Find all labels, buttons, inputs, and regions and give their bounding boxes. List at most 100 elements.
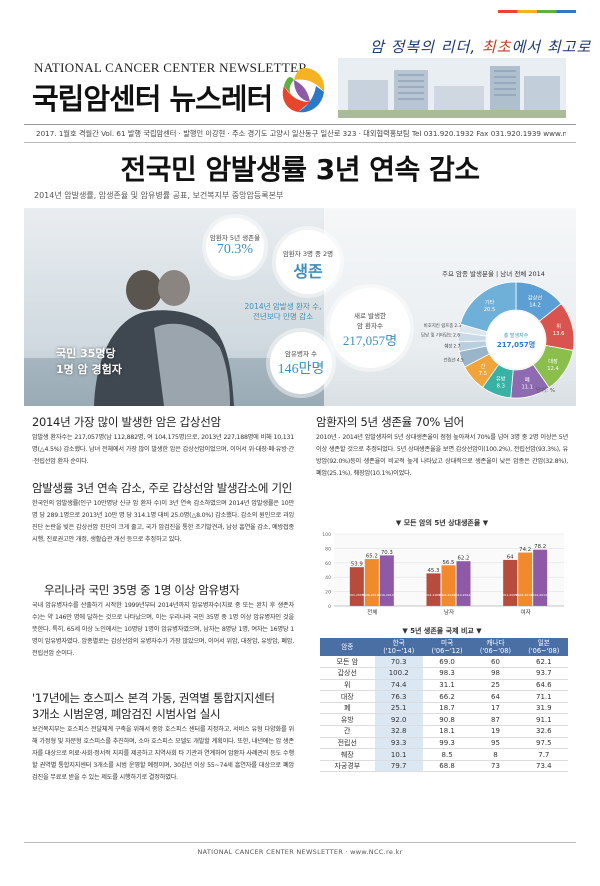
footer: NATIONAL CANCER CENTER NEWSLETTER · www.… [197, 848, 403, 856]
donut-unit: 단위: % [536, 388, 555, 394]
bar-value-label: 56.5 [442, 560, 454, 566]
y-tick-label: 100 [322, 532, 331, 538]
photo-caption: 국민 35명당 1명 암 경험자 [56, 347, 122, 376]
table-header-cell: 캐나다 ('06~'08) [471, 638, 520, 656]
section-body-incidence-decline: 한국인의 암발생률(인구 10만명당 신규 암 환자 수)이 3년 연속 감소하… [32, 500, 294, 543]
section-title-incidence-decline: 암발생률 3년 연속 감소, 주로 갑상선암 발생감소에 기인 [32, 481, 293, 495]
y-tick-label: 0 [328, 604, 331, 610]
table-row: 모든 암 70.3 69.0 60 62.1 [320, 656, 568, 669]
newsletter-name-en: NATIONAL CANCER CENTER NEWSLETTER [34, 60, 308, 75]
bar-period-label: 2001-2005년 [347, 592, 366, 597]
ncc-logo-icon [282, 68, 325, 113]
hospital-building-image [338, 58, 566, 118]
survival-bar-chart: 0 20 40 60 80 100 53.9 2001-2005년 65.2 2006-2010년… [322, 532, 564, 616]
table-cell: 92.0 [374, 713, 423, 727]
table-cell: 18.1 [422, 725, 472, 738]
donut-slice-label: 대장 [548, 357, 558, 365]
table-header-cell: 한국 ('10~'14) [374, 638, 423, 656]
y-tick-label: 60 [325, 561, 331, 567]
bar-period-label: 2010-2014년 [531, 592, 550, 597]
bar-period-label: 2006-2010년 [362, 592, 381, 597]
table-cell: 19 [471, 725, 520, 738]
bar-value-label: 64 [507, 554, 514, 560]
x-category-label: 전체 [367, 608, 377, 616]
table-cell: 100.2 [374, 667, 423, 680]
table-row-label: 폐 [320, 702, 375, 715]
donut-slice-label: 갑상선 [528, 293, 543, 301]
bar-value-label: 74.2 [519, 547, 531, 553]
donut-slice-label: 전립선 [444, 356, 456, 363]
section-title-survival: 암환자의 5년 생존율 70% 넘어 [316, 415, 464, 429]
bar [426, 573, 441, 606]
donut-slice-value: 4.5 [457, 357, 464, 363]
y-tick-label: 40 [325, 575, 331, 581]
table-cell: 32.6 [519, 725, 568, 738]
bar-value-label: 78.2 [534, 544, 546, 550]
section-body-prevalence: 국내 암유병자수를 산출하기 시작한 1999년부터 2014년까지 암유병자수… [32, 602, 294, 657]
donut-slice-label: 담낭 및 기타담도 [421, 332, 452, 339]
stat-new-patients: 새로 발생한 암 환자수 217,057명 [330, 288, 410, 368]
newsletter-name-ko: 국립암센터 뉴스레터 [32, 82, 273, 116]
bar-period-label: 2006-2010년 [439, 592, 458, 597]
table-row: 폐 25.1 18.7 17 31.9 [320, 702, 568, 715]
subheadline: 2014년 암발생률, 암생존율 및 암유병률 공표, 보건복지부 중앙암등록본… [34, 191, 284, 200]
bar [349, 567, 364, 606]
section-title-hospice: '17년에는 호스피스 본격 가동, 권역별 통합지지센터 3개소 시범운영, … [32, 691, 275, 721]
table-cell: 73 [471, 760, 520, 773]
donut-title: 주요 암종 발생분율 | 남녀 전체 2014 [442, 270, 545, 278]
donut-center-label: 총 발생자수 [504, 332, 529, 339]
table-row: 갑상선 100.2 98.3 98 93.7 [320, 667, 568, 680]
table-cell: 99.3 [422, 737, 472, 750]
bar [441, 565, 456, 606]
bar-period-label: 2001-2005년 [424, 592, 443, 597]
table-cell: 71.1 [519, 690, 568, 703]
section-body-thyroid: 암발생 환자수는 217,057명(남 112,882명, 여 104,175명… [32, 434, 294, 465]
table-cell: 31.9 [519, 702, 568, 715]
stat-decrease-note: 2014년 암발생 환자 수, 전년보다 만명 감소 [244, 302, 322, 321]
table-row: 간 32.8 18.1 19 32.6 [320, 725, 568, 738]
footer-rule [24, 842, 576, 843]
table-cell: 7.7 [519, 748, 568, 761]
masthead-rule [24, 124, 576, 125]
table-cell: 8.5 [422, 748, 472, 761]
donut-slice-label: 비호지킨 림프종 [424, 322, 454, 329]
table-row-label: 대장 [320, 690, 375, 703]
donut-slice-label: 위 [556, 322, 561, 330]
table-cell: 74.4 [374, 679, 423, 692]
donut-slice-value: 2.3 [454, 323, 461, 329]
donut-slice-value: 12.4 [547, 366, 559, 372]
bar-value-label: 45.3 [427, 568, 439, 574]
section-title-prevalence: 우리나라 국민 35명 중 1명 이상 암유병자 [44, 583, 240, 597]
stat-prevalence: 암유병자 수 146만명 [270, 332, 332, 394]
table-row: 췌장 10.1 8.5 8 7.7 [320, 748, 568, 761]
table-header-cell: 미국 ('06~'12) [422, 638, 472, 656]
table-cell: 18.7 [422, 702, 472, 715]
table-cell: 10.1 [374, 748, 423, 761]
donut-slice-value: 20.5 [484, 307, 496, 313]
intl-table-title: ▼ 5년 생존율 국제 비교 ▼ [402, 627, 482, 635]
donut-slice-label: 폐 [525, 376, 530, 384]
table-row: 전립선 93.3 99.3 95 97.5 [320, 737, 568, 750]
donut-slice-label: 유방 [496, 374, 506, 382]
donut-slice-label: 간 [481, 363, 486, 370]
table-cell: 76.3 [374, 690, 423, 703]
table-cell: 8 [471, 748, 520, 761]
bar [456, 561, 471, 606]
donut-slice-value: 7.5 [479, 371, 487, 377]
table-row: 대장 76.3 66.2 64 71.1 [320, 690, 568, 703]
table-row-label: 유방 [320, 713, 375, 727]
table-cell: 95 [471, 737, 520, 750]
color-stripe [498, 10, 576, 13]
table-cell: 98.3 [422, 667, 472, 680]
table-cell: 32.8 [374, 725, 423, 738]
table-cell: 87 [471, 713, 520, 727]
survival-chart-title: ▼ 모든 암의 5년 상대생존율 ▼ [395, 519, 489, 527]
table-cell: 17 [471, 702, 520, 715]
table-row: 자궁경부 79.7 68.8 73 73.4 [320, 760, 568, 773]
bar [379, 555, 394, 606]
x-category-label: 여자 [521, 608, 531, 616]
table-cell: 25.1 [374, 702, 423, 715]
table-cell: 60 [471, 656, 520, 669]
donut-slice-value: 14.2 [529, 302, 541, 308]
